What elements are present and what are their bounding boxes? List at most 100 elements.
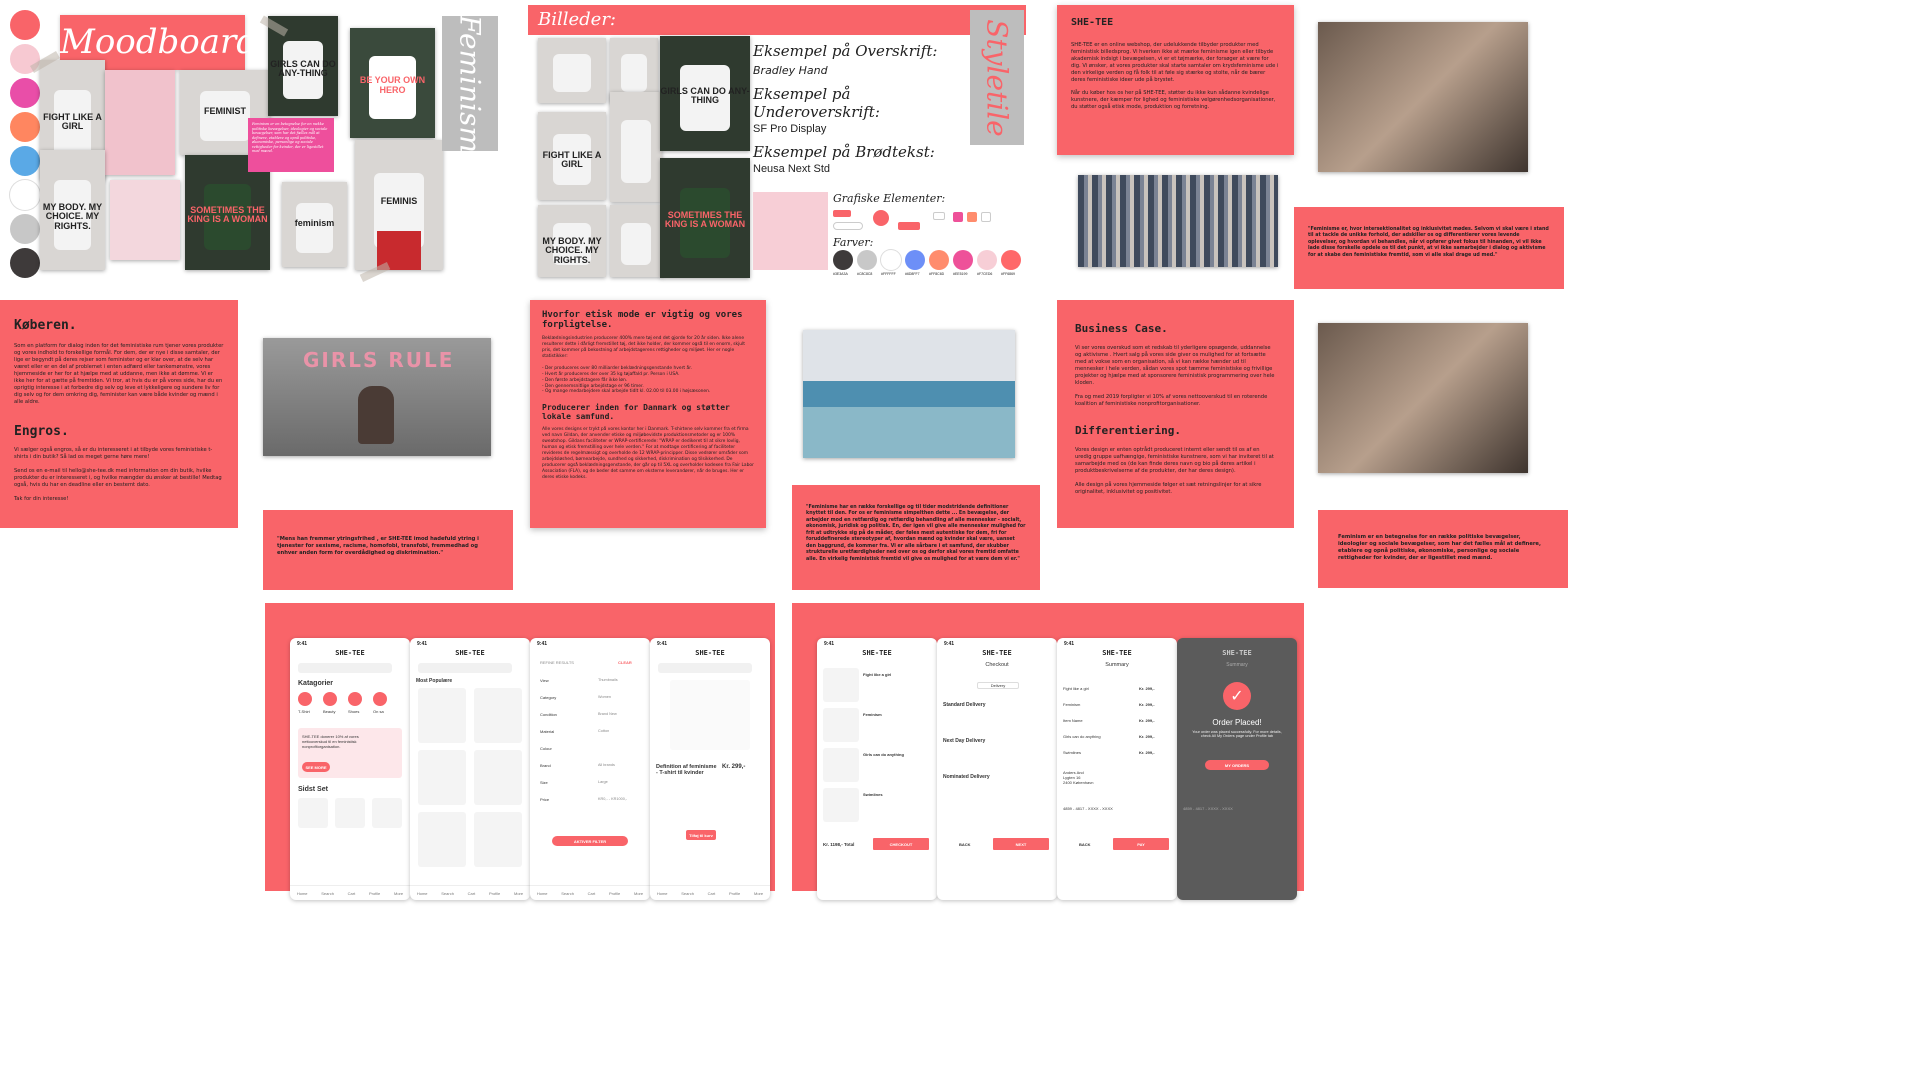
nav-cart[interactable]: Cart — [707, 890, 716, 896]
search-input[interactable] — [658, 663, 752, 673]
order-placed-text: Your order was placed successfully. For … — [1192, 730, 1282, 738]
pay-button[interactable]: PAY — [1113, 838, 1169, 850]
nav-home[interactable]: Home — [416, 890, 428, 896]
nav-search[interactable]: Search — [321, 890, 334, 896]
summary-item-price: Kr. 299,- — [1139, 750, 1155, 755]
search-input[interactable] — [298, 663, 392, 673]
girls-rule-photo: GIRLS RULE — [263, 338, 491, 456]
filter-value: Large — [598, 780, 608, 784]
address: Anders And Lygten 16 2400 København — [1063, 770, 1094, 785]
differentiering-text: Vores design er enten optrådt produceret… — [1075, 447, 1274, 496]
add-to-cart-button[interactable]: Tilføj til kurv — [686, 830, 716, 840]
clear-button[interactable]: CLEAR — [618, 660, 632, 665]
back-button[interactable]: BACK — [1079, 842, 1091, 847]
status-time: 9:41 — [1064, 641, 1075, 647]
bottom-nav: Home Search Cart Profile More — [530, 885, 650, 900]
filter-label[interactable]: Colour — [540, 746, 552, 751]
checkout-button[interactable]: CHECKOUT — [873, 838, 929, 850]
product-title: Definition af feminisme - T-shirt til kv… — [656, 764, 717, 776]
next-day-delivery[interactable]: Next Day Delivery — [943, 738, 986, 744]
standard-delivery[interactable]: Standard Delivery — [943, 702, 986, 708]
back-button[interactable]: BACK — [959, 842, 971, 847]
shetee-p1: SHE-TEE er en online webshop, der udeluk… — [1071, 42, 1279, 84]
filter-value: All brands — [598, 763, 615, 767]
check-icon: ✓ — [1223, 682, 1251, 710]
nav-profile[interactable]: Profile — [728, 890, 741, 896]
h2-label: Eksempel på Underoverskrift: — [753, 85, 880, 121]
filter-label[interactable]: Category — [540, 695, 557, 700]
filter-label[interactable]: Condition — [540, 712, 557, 717]
delivery-tab[interactable]: Delivery — [977, 682, 1019, 689]
see-more-button[interactable]: SEE MORE — [302, 762, 330, 772]
photo-illustration — [110, 180, 180, 260]
category-icon-tshirt[interactable] — [298, 692, 312, 706]
nav-search[interactable]: Search — [681, 890, 694, 896]
styletile-side-label: Styletile — [980, 18, 1014, 137]
filter-label[interactable]: Brand — [540, 763, 551, 768]
styletile-photo-7 — [610, 205, 662, 277]
activate-filter-button[interactable]: AKTIVER FILTER — [552, 836, 628, 846]
category-icon-beauty[interactable] — [323, 692, 337, 706]
filter-label[interactable]: Price — [540, 797, 550, 802]
app-brand: SHE-TEE — [1102, 649, 1132, 657]
phone-checkout: 9:41 SHE-TEE Checkout Delivery Standard … — [937, 638, 1057, 900]
bottom-nav: Home Search Cart Profile More — [650, 885, 770, 900]
nav-home[interactable]: Home — [536, 890, 548, 896]
card-number: 4859 - 4817 - XXXX - XXXX — [1183, 806, 1233, 811]
product-price: Kr. 299,- — [722, 764, 746, 770]
category-label: On sa — [373, 709, 384, 714]
sewing-photo-2 — [1318, 323, 1528, 473]
billeder-header: Billeder: — [528, 5, 1026, 35]
search-input[interactable] — [418, 663, 512, 673]
photo-girls-can: GIRLS CAN DO ANY-THING — [268, 16, 338, 116]
category-icon-shoes[interactable] — [348, 692, 362, 706]
nav-profile[interactable]: Profile — [488, 890, 501, 896]
color-code: #C8C8C8 — [857, 272, 873, 276]
seen-title: Sidst Set — [298, 786, 328, 793]
differentiering-title: Differentiering. — [1075, 424, 1181, 438]
nav-cart[interactable]: Cart — [347, 890, 356, 896]
app-brand: SHE-TEE — [862, 649, 892, 657]
nav-home[interactable]: Home — [296, 890, 308, 896]
nav-profile[interactable]: Profile — [368, 890, 381, 896]
moodboard-panel: Moodboard FIGHT LIKE A GIRL FEMINIST GIR… — [0, 0, 505, 290]
feminism-definition: Feminism er en betegnelse for en række p… — [1338, 534, 1541, 562]
nav-search[interactable]: Search — [561, 890, 574, 896]
nav-search[interactable]: Search — [441, 890, 454, 896]
cart-item-image — [823, 668, 859, 702]
shetee-p2: Når du køber hos os her på SHE-TEE, støt… — [1071, 90, 1276, 111]
nav-more[interactable]: More — [514, 890, 524, 896]
status-time: 9:41 — [944, 641, 955, 647]
nav-cart[interactable]: Cart — [467, 890, 476, 896]
filter-label[interactable]: Size — [540, 780, 548, 785]
my-orders-button[interactable]: MY ORDERS — [1205, 760, 1269, 770]
nominated-delivery[interactable]: Nominated Delivery — [943, 774, 990, 780]
filter-label[interactable]: Material — [540, 729, 555, 734]
color-swatch — [10, 248, 40, 278]
card-number[interactable]: 4859 - 4817 - XXXX - XXXX — [1063, 806, 1113, 811]
phone-product: 9:41 SHE-TEE Definition af feminisme - T… — [650, 638, 770, 900]
styletile-photo-8: SOMETIMES THE KING IS A WOMAN — [660, 158, 750, 278]
nav-more[interactable]: More — [394, 890, 404, 896]
billeder-label: Billeder: — [538, 9, 616, 30]
styletile-photo-4 — [610, 92, 662, 202]
filter-label[interactable]: View — [540, 678, 549, 683]
photo-feminis-red: FEMINIS — [355, 140, 443, 270]
nav-more[interactable]: More — [754, 890, 764, 896]
etisk-panel: Hvorfor etisk mode er vigtig og vores fo… — [530, 300, 766, 528]
next-button[interactable]: NEXT — [993, 838, 1049, 850]
koberen-text: Som en platform for dialog inden for det… — [14, 343, 224, 406]
category-icon-onsale[interactable] — [373, 692, 387, 706]
phone-order-placed: SHE-TEE Summary ✓ Order Placed! Your ord… — [1177, 638, 1297, 900]
styletile-photo-3: FIGHT LIKE A GIRL — [538, 112, 606, 200]
product-image — [670, 680, 750, 750]
nav-cart[interactable]: Cart — [587, 890, 596, 896]
categories-title: Katagorier — [298, 680, 334, 687]
moodboard-quote: Feminism er en betegnelse for en række p… — [252, 122, 328, 154]
body-label: Eksempel på Brødtekst: — [753, 143, 935, 161]
nav-home[interactable]: Home — [656, 890, 668, 896]
nav-more[interactable]: More — [634, 890, 644, 896]
ui-elements-row — [833, 208, 1023, 236]
summary-item-name: Swimlines — [1063, 750, 1082, 755]
nav-profile[interactable]: Profile — [608, 890, 621, 896]
